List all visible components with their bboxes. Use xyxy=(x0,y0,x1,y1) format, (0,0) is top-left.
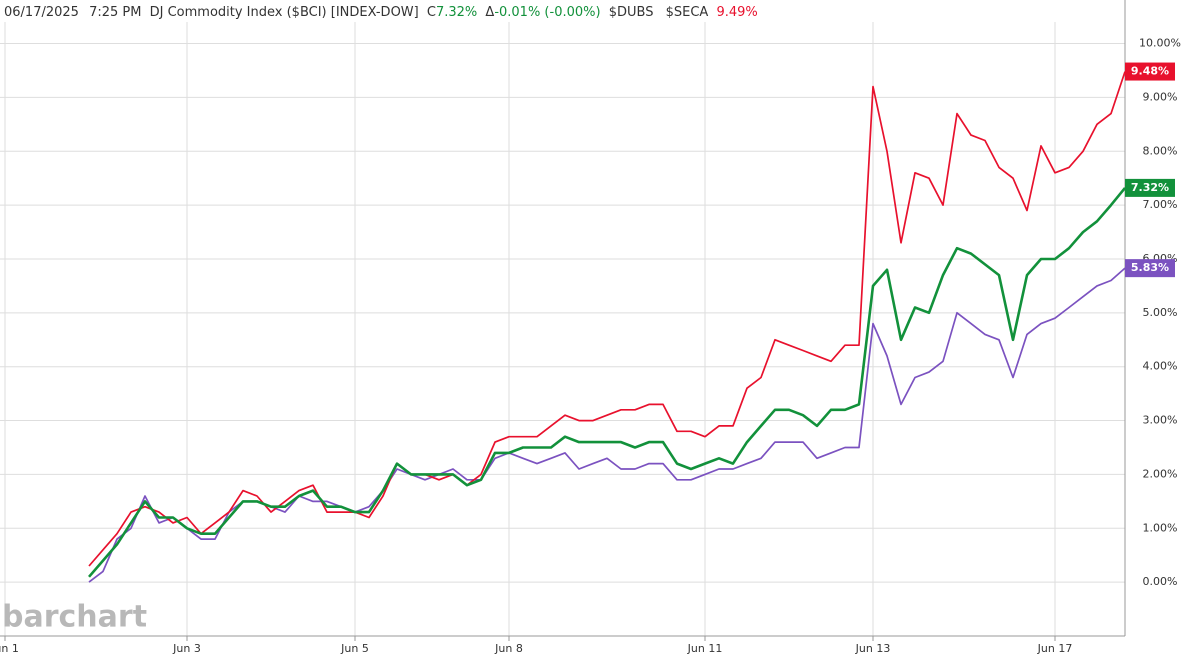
legend-entry: $DUBS xyxy=(609,5,654,20)
end-tag xyxy=(1125,178,1175,197)
end-label: 7.32% xyxy=(1131,181,1169,194)
x-tick-label: Jun 1 xyxy=(0,642,19,655)
y-tick-label: 5.00% xyxy=(1143,306,1178,319)
end-tag xyxy=(1125,259,1175,278)
y-tick-label: 2.00% xyxy=(1143,467,1178,480)
series-value: 9.49% xyxy=(716,5,757,20)
end-label: 5.83% xyxy=(1131,261,1169,274)
x-tick-label: Jun 13 xyxy=(855,642,891,655)
y-tick-label: 0.00% xyxy=(1143,575,1178,588)
end-tag xyxy=(1125,62,1175,81)
x-tick-label: Jun 11 xyxy=(687,642,723,655)
close-label: C xyxy=(427,5,436,20)
change-label: Δ xyxy=(485,5,494,20)
series-line xyxy=(88,267,1126,583)
x-tick-label: Jun 3 xyxy=(172,642,201,655)
series-line xyxy=(88,71,1126,567)
x-tick-label: Jun 17 xyxy=(1037,642,1073,655)
close: 7.32% xyxy=(436,5,477,20)
x-tick-label: Jun 8 xyxy=(494,642,523,655)
x-tick-label: Jun 5 xyxy=(340,642,369,655)
symbol: DJ Commodity Index ($BCI) [INDEX-DOW] xyxy=(150,5,419,20)
series-line xyxy=(88,187,1127,578)
watermark: barchart xyxy=(2,600,147,635)
time: 7:25 PM xyxy=(89,5,141,20)
y-tick-label: 1.00% xyxy=(1143,521,1178,534)
y-tick-label: 7.00% xyxy=(1143,198,1178,211)
y-tick-label: 8.00% xyxy=(1143,144,1178,157)
end-label: 9.48% xyxy=(1131,65,1169,78)
change: -0.01% (-0.00%) xyxy=(494,5,600,20)
y-tick-label: 9.00% xyxy=(1143,90,1178,103)
y-tick-label: 10.00% xyxy=(1139,37,1181,50)
date: 06/17/2025 xyxy=(4,5,79,20)
legend-entry: $SECA xyxy=(666,5,709,20)
y-tick-label: 4.00% xyxy=(1143,360,1178,373)
y-tick-label: 3.00% xyxy=(1143,414,1178,427)
header: 06/17/2025 7:25 PM DJ Commodity Index ($… xyxy=(4,5,758,20)
